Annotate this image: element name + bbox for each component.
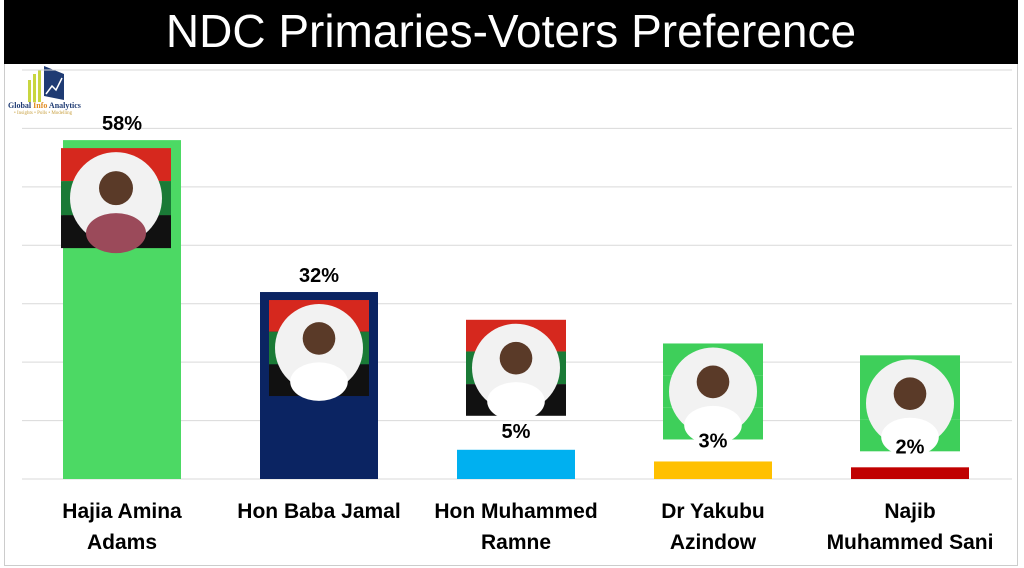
category-label-3: Ramne — [481, 531, 551, 554]
bar-4 — [654, 461, 772, 479]
value-label-1: 58% — [102, 113, 142, 135]
value-label-4: 3% — [699, 430, 728, 452]
value-label-5: 2% — [896, 436, 925, 458]
logo-tagline: • Insights • Polls • Modelling — [14, 111, 73, 116]
candidate-photo-2 — [269, 300, 369, 401]
bar-5 — [851, 467, 969, 479]
global-info-analytics-logo — [28, 66, 64, 102]
candidate-photo-3 — [466, 319, 566, 421]
category-label-3: Hon Muhammed — [434, 500, 597, 523]
category-label-5: Muhammed Sani — [827, 531, 994, 554]
category-label-1: Hajia Amina — [62, 500, 182, 523]
category-label-4: Dr Yakubu — [661, 500, 764, 523]
category-label-4: Azindow — [670, 531, 757, 554]
bar-3 — [457, 449, 575, 479]
category-label-2: Hon Baba Jamal — [237, 500, 400, 523]
candidate-photo-1 — [61, 148, 171, 254]
chart-title: NDC Primaries-Voters Preference — [4, 0, 1018, 64]
category-label-1: Adams — [87, 531, 157, 554]
category-label-5: Najib — [884, 500, 935, 523]
value-label-3: 5% — [502, 421, 531, 443]
candidate-photo-4 — [663, 343, 763, 445]
value-label-2: 32% — [299, 265, 339, 287]
logo-name: Global Info Analytics — [8, 101, 81, 110]
candidate-photo-5 — [860, 355, 960, 457]
